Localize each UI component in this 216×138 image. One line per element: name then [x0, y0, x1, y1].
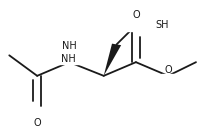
Bar: [30, 111, 45, 125]
Bar: [160, 74, 176, 86]
Bar: [58, 52, 81, 64]
Text: NH: NH: [61, 54, 76, 64]
Text: O: O: [132, 10, 140, 20]
Text: NH: NH: [62, 41, 77, 51]
Text: O: O: [33, 118, 41, 128]
Bar: [123, 20, 149, 31]
Text: SH: SH: [155, 20, 169, 30]
Polygon shape: [104, 44, 121, 76]
Text: O: O: [164, 65, 172, 75]
